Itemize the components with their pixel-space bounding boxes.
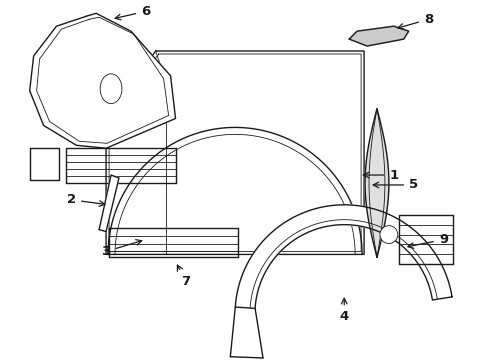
Text: 3: 3: [101, 240, 142, 258]
Polygon shape: [30, 13, 175, 148]
Ellipse shape: [100, 74, 122, 104]
Circle shape: [380, 226, 398, 243]
Polygon shape: [30, 148, 59, 180]
Text: 2: 2: [67, 193, 105, 206]
Polygon shape: [99, 175, 119, 231]
Polygon shape: [349, 26, 409, 46]
Polygon shape: [106, 51, 364, 255]
Polygon shape: [365, 109, 389, 257]
Text: 8: 8: [398, 13, 433, 29]
Text: 5: 5: [373, 179, 418, 192]
Text: 7: 7: [177, 265, 190, 288]
Text: 6: 6: [115, 5, 150, 20]
Text: 1: 1: [363, 168, 398, 181]
Polygon shape: [235, 205, 452, 309]
Text: 9: 9: [408, 233, 448, 248]
Text: 4: 4: [340, 298, 349, 323]
